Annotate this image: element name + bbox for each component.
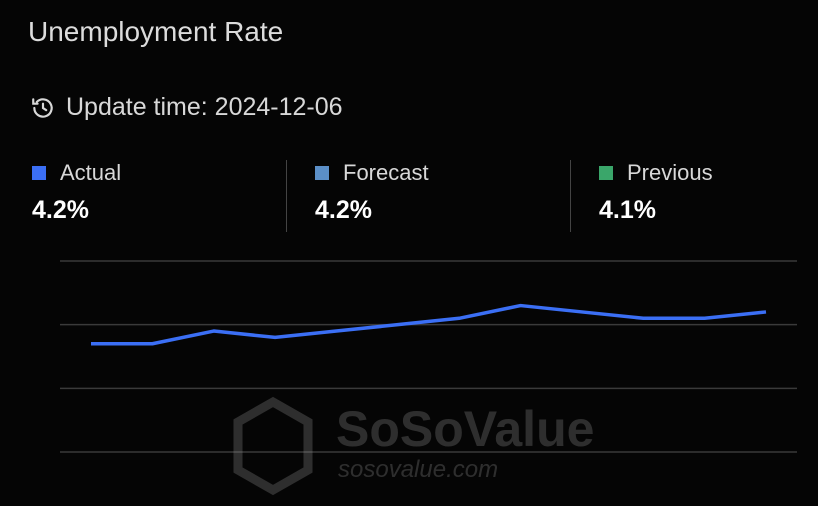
stat-previous: Previous 4.1%	[599, 160, 713, 225]
stat-value: 4.1%	[599, 196, 656, 224]
gridlines	[60, 260, 797, 453]
page-title: Unemployment Rate	[28, 16, 284, 47]
stat-value: 4.2%	[315, 196, 372, 224]
stat-label: Forecast	[343, 160, 429, 185]
watermark-brand: SoSoValue	[336, 401, 594, 457]
series-line	[91, 303, 767, 346]
update-time: Update time: 2024-12-06	[30, 93, 343, 122]
stat-value: 4.2%	[32, 196, 89, 224]
actual-swatch	[32, 166, 46, 180]
history-icon	[32, 97, 53, 118]
divider	[286, 160, 287, 232]
update-time-text: Update time: 2024-12-06	[66, 93, 343, 121]
stat-label: Actual	[60, 160, 122, 185]
divider	[570, 160, 571, 232]
previous-swatch	[599, 166, 613, 180]
watermark-site: sosovalue.com	[338, 456, 498, 483]
sosovalue-logo-icon	[233, 396, 313, 496]
watermark: SoSoValue sosovalue.com	[233, 396, 594, 496]
stat-forecast: Forecast 4.2%	[315, 160, 429, 225]
stat-actual: Actual 4.2%	[32, 160, 121, 225]
forecast-swatch	[315, 166, 329, 180]
stat-label: Previous	[627, 160, 713, 185]
